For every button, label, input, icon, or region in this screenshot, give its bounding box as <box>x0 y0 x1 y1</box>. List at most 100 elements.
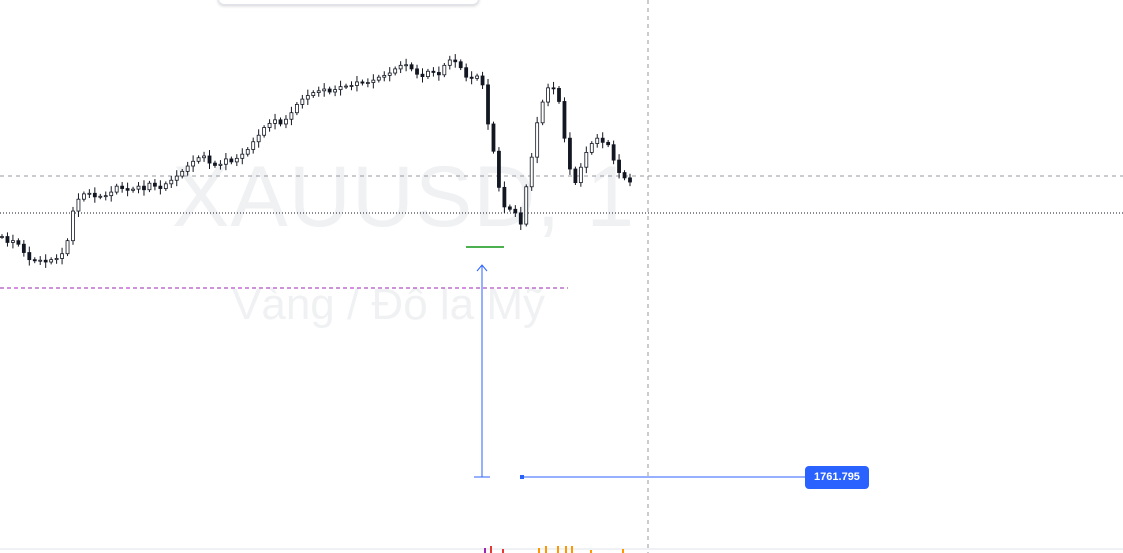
candle-body <box>355 81 359 86</box>
candle-body <box>568 137 572 170</box>
candle-body <box>65 240 70 255</box>
candle-body <box>196 157 201 162</box>
candle-body <box>158 185 163 189</box>
candle-body <box>218 163 223 166</box>
volume-bar <box>538 548 540 553</box>
candle-body <box>174 175 179 181</box>
candle-body <box>273 119 277 124</box>
candle-body <box>404 64 409 67</box>
candle-body <box>415 68 419 75</box>
candle-body <box>578 166 583 184</box>
candle-body <box>398 64 403 70</box>
candle-body <box>49 259 54 263</box>
candle-body <box>60 253 64 259</box>
candle-body <box>628 177 632 183</box>
arrow-up-icon <box>476 264 488 272</box>
candle-body <box>120 185 125 189</box>
candle-body <box>125 188 130 191</box>
candle-body <box>98 195 103 198</box>
candle-body <box>136 185 141 190</box>
candle-body <box>114 185 119 193</box>
candle-body <box>327 88 332 93</box>
candle-body <box>611 144 616 161</box>
candle-body <box>393 68 398 74</box>
candle-body <box>447 59 452 66</box>
candle-body <box>453 59 458 63</box>
candle-body <box>606 141 611 146</box>
candle-body <box>87 192 92 195</box>
candle-body <box>32 259 37 262</box>
candle-body <box>546 87 550 103</box>
candle-body <box>185 165 190 172</box>
candle-body <box>92 192 97 198</box>
candle-body <box>497 150 501 188</box>
candle-body <box>344 85 348 88</box>
candle-body <box>584 152 589 168</box>
candle-body <box>622 172 627 179</box>
candle-body <box>518 212 523 225</box>
volume-bars <box>484 546 624 553</box>
candle-body <box>507 206 512 210</box>
candle-body <box>256 134 261 143</box>
candle-body <box>420 73 425 77</box>
candle-body <box>142 185 146 191</box>
candle-body <box>103 195 108 198</box>
candle-body <box>502 186 507 208</box>
candle-body <box>442 64 447 76</box>
candle-body <box>11 240 15 243</box>
candle-body <box>491 123 496 152</box>
candle-body <box>71 210 75 242</box>
candle-body <box>267 122 272 128</box>
candle-body <box>5 236 10 243</box>
candle-body <box>524 186 529 225</box>
candle-body <box>251 141 256 150</box>
candle-body <box>557 88 561 102</box>
candle-body <box>529 156 534 188</box>
candle-body <box>426 70 430 77</box>
candle-body <box>38 259 43 262</box>
ray-anchor-handle[interactable] <box>520 475 524 479</box>
candle-body <box>387 72 392 76</box>
candle-body <box>349 85 354 87</box>
candle-body <box>513 208 518 214</box>
candle-body <box>360 81 365 84</box>
candle-body <box>202 155 206 159</box>
candle-body <box>382 75 387 78</box>
candle-body <box>333 89 338 93</box>
candle-body <box>376 76 381 81</box>
candle-body <box>300 98 305 105</box>
candle-body <box>234 157 239 163</box>
price-series <box>0 54 632 268</box>
candle-body <box>191 160 196 167</box>
candle-body <box>551 87 556 90</box>
candle-body <box>169 179 174 185</box>
candle-body <box>54 258 59 261</box>
candle-body <box>535 122 540 158</box>
candle-body <box>213 162 217 166</box>
candle-body <box>595 137 600 144</box>
candle-body <box>589 143 594 153</box>
candle-body <box>540 101 545 124</box>
candle-body <box>131 188 135 191</box>
volume-bar <box>484 548 486 553</box>
candle-body <box>486 84 490 125</box>
candle-body <box>305 95 310 100</box>
candle-body <box>562 101 567 139</box>
volume-bar <box>571 546 573 553</box>
volume-bar <box>557 546 559 553</box>
candle-body <box>371 79 376 83</box>
watermark-symbol: XAUUSD, 1 <box>172 149 636 245</box>
candle-body <box>409 64 414 70</box>
candle-body <box>223 158 228 165</box>
price-label[interactable]: 1761.795 <box>805 466 869 489</box>
candle-body <box>475 75 479 79</box>
candle-body <box>278 119 283 125</box>
candle-body <box>469 76 474 79</box>
candle-body <box>431 70 436 73</box>
candle-body <box>82 193 86 200</box>
candle-body <box>600 137 605 143</box>
candle-body <box>284 118 288 125</box>
candle-body <box>262 127 267 136</box>
